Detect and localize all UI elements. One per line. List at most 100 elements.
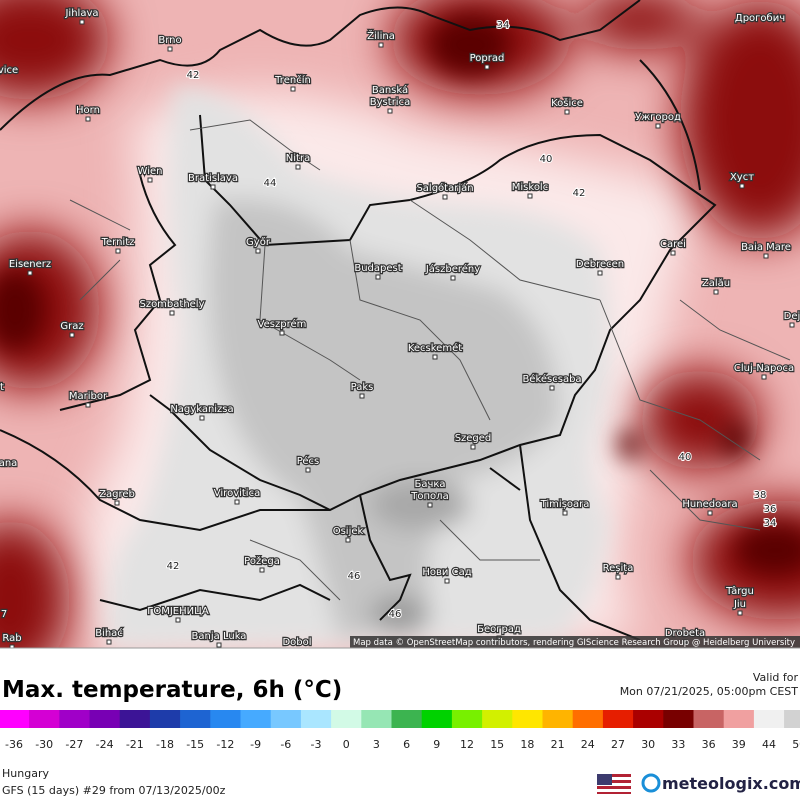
valid-time: Mon 07/21/2025, 05:00pm CEST: [620, 685, 799, 698]
city-marker: [450, 275, 456, 281]
city-label: t: [0, 382, 4, 393]
logo: [641, 773, 661, 793]
city-label: ГОМЈЕНИЦА: [147, 606, 209, 617]
colorbar-label: -30: [35, 738, 53, 751]
city-marker: [167, 46, 173, 52]
colorbar-label: 27: [611, 738, 625, 751]
contour-label: 36: [764, 504, 777, 515]
city-marker: [670, 250, 676, 256]
city-label: Timișoara: [540, 499, 590, 510]
city-marker: [484, 64, 490, 70]
colorbar-label: -18: [156, 738, 174, 751]
city-label: Virovitica: [214, 488, 260, 499]
city-label: Osijek: [333, 526, 364, 537]
colorbar-label: -21: [126, 738, 144, 751]
region: Hungary: [2, 767, 49, 780]
city-marker: [69, 332, 75, 338]
city-marker: [432, 354, 438, 360]
city-label: vice: [0, 65, 18, 76]
colorbar-swatch: [723, 710, 755, 728]
city-label: Ternitz: [101, 237, 135, 248]
colorbar-label: 24: [581, 738, 595, 751]
contour-label: 46: [389, 609, 402, 620]
city-label: Veszprém: [258, 318, 307, 330]
city-label: Banja Luka: [192, 631, 247, 642]
city-label: Miskolc: [512, 182, 548, 193]
city-label: Бачка: [414, 479, 445, 490]
colorbar-swatch: [512, 710, 543, 728]
colorbar-label: 30: [641, 738, 655, 751]
colorbar-label: 33: [671, 738, 685, 751]
colorbar-swatch: [753, 710, 785, 728]
city-label: Nagykanizsa: [170, 404, 233, 415]
colorbar-label: 39: [732, 738, 746, 751]
colorbar-swatch: [421, 710, 453, 728]
city-label: Zagreb: [99, 489, 135, 500]
colorbar-swatch: [482, 710, 513, 728]
city-marker: [106, 639, 112, 645]
city-marker: [378, 42, 384, 48]
city-label: Poprad: [470, 53, 505, 64]
city-marker: [444, 578, 450, 584]
city-label: Nitra: [286, 153, 310, 164]
city-marker: [597, 270, 603, 276]
colorbar-swatch: [602, 710, 634, 728]
colorbar-label: 12: [460, 738, 474, 751]
city-label: 7: [1, 609, 7, 620]
colorbar-swatch: [361, 710, 392, 728]
city-label: Хуст: [730, 172, 754, 183]
city-label: Jászberény: [425, 263, 480, 275]
colorbar-swatch: [59, 710, 90, 728]
contour-label: 34: [764, 518, 777, 529]
city-marker: [295, 164, 301, 170]
city-marker: [359, 393, 365, 399]
city-label: Dobol: [282, 637, 311, 648]
city-marker: [115, 248, 121, 254]
city-marker: [27, 270, 33, 276]
colorbar-label: 44: [762, 738, 776, 751]
colorbar-swatch: [300, 710, 332, 728]
colorbar-swatch: [119, 710, 151, 728]
colorbar-swatch: [451, 710, 483, 728]
colorbar-swatch: [663, 710, 694, 728]
city-marker: [85, 402, 91, 408]
city-marker: [763, 253, 769, 259]
city-marker: [761, 374, 767, 380]
city-marker: [737, 610, 743, 616]
colorbar-label: 36: [702, 738, 716, 751]
city-label: Jihlava: [64, 8, 98, 19]
city-label: Târgu: [725, 585, 754, 597]
map: Jihlava Brno vice Žilina Poprad Дрогобич Trenč…: [0, 0, 800, 648]
city-marker: [739, 183, 745, 189]
colorbar-swatch: [633, 710, 664, 728]
city-marker: [210, 184, 216, 190]
city-label: Žilina: [367, 29, 395, 42]
colorbar-label: 0: [343, 738, 350, 751]
city-label: Békéscsaba: [522, 373, 581, 385]
city-label: Debrecen: [576, 259, 624, 270]
contour-label: 42: [573, 188, 586, 199]
colorbar-swatch: [784, 710, 800, 728]
city-marker: [655, 123, 661, 129]
city-marker: [789, 322, 795, 328]
city-label: Paks: [351, 382, 374, 393]
city-label: Eisenerz: [9, 259, 51, 270]
city-label: Београд: [477, 624, 521, 635]
city-marker: [527, 193, 533, 199]
borders: [0, 0, 791, 641]
city-label: Dej: [784, 311, 800, 322]
city-label: Brno: [158, 35, 181, 46]
colorbar-label: 9: [433, 738, 440, 751]
colorbar-swatch: [693, 710, 725, 728]
colorbar-label: 3: [373, 738, 380, 751]
city-label: Baia Mare: [741, 242, 791, 253]
colorbar-swatch: [572, 710, 604, 728]
city-marker: [85, 116, 91, 122]
city-marker: [442, 194, 448, 200]
colorbar-swatch: [391, 710, 423, 728]
city-marker: [175, 617, 181, 623]
colorbar-label: 6: [403, 738, 410, 751]
city-marker: [216, 642, 222, 648]
colorbar-label: -6: [280, 738, 291, 751]
